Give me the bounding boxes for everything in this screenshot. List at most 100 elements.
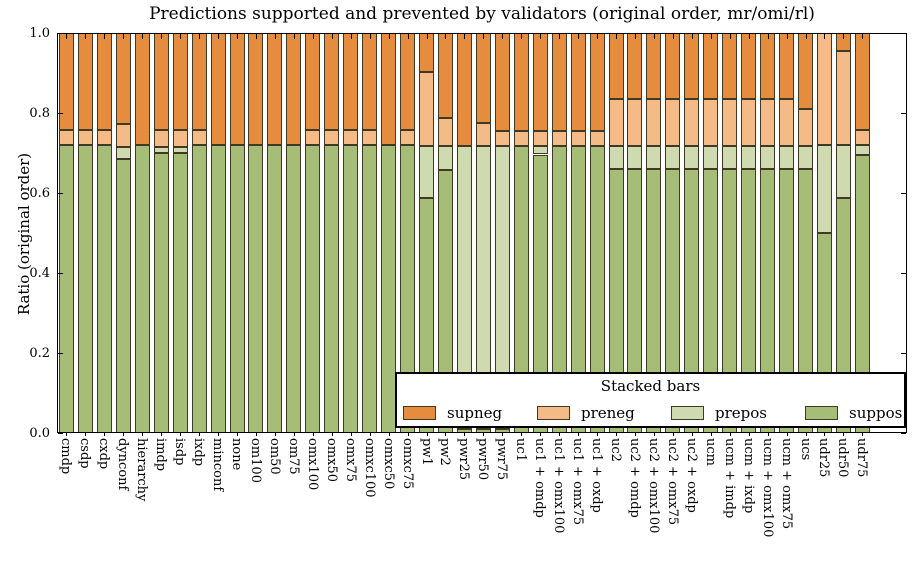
bar-segment-supneg xyxy=(400,33,415,130)
bar-segment-preneg xyxy=(855,129,870,145)
bar-segment-prepos xyxy=(722,146,737,170)
bar-segment-supneg xyxy=(514,33,529,131)
x-tick-top xyxy=(540,34,541,39)
x-tick-bottom xyxy=(218,433,219,436)
y-tick-left xyxy=(58,193,63,194)
x-tick-bottom xyxy=(521,433,522,436)
bar-segment-preneg xyxy=(665,99,680,146)
x-tick-top xyxy=(673,34,674,39)
bar-segment-suppos xyxy=(78,145,93,433)
bar-segment-supneg xyxy=(722,33,737,99)
bar-segment-supneg xyxy=(343,33,358,130)
x-tick-bottom xyxy=(843,433,844,436)
bar-segment-supneg xyxy=(665,33,680,99)
bar-segment-preneg xyxy=(154,129,169,147)
bar-segment-prepos xyxy=(438,146,453,171)
bar-segment-prepos xyxy=(779,146,794,170)
bar-segment-preneg xyxy=(590,131,605,147)
bar-segment-supneg xyxy=(211,33,226,145)
bar-segment-preneg xyxy=(116,123,131,147)
y-tick-left xyxy=(58,33,63,34)
x-tick-top xyxy=(351,34,352,39)
bar-segment-preneg xyxy=(305,129,320,145)
x-tick-bottom xyxy=(313,433,314,436)
bar-segment-supneg xyxy=(97,33,112,130)
bar-segment-supneg xyxy=(192,33,207,130)
y-tick-left xyxy=(58,273,63,274)
y-tick-right xyxy=(901,353,906,354)
legend-swatch-preneg-icon xyxy=(537,406,570,420)
x-tick-top xyxy=(256,34,257,39)
bar-segment-prepos xyxy=(173,146,188,153)
x-tick-bottom xyxy=(597,433,598,436)
x-tick-bottom xyxy=(104,433,105,436)
x-tick-top xyxy=(237,34,238,39)
x-tick-bottom xyxy=(370,433,371,436)
bar-segment-prepos xyxy=(476,146,491,430)
x-tick-top xyxy=(749,34,750,39)
bar-segment-suppos xyxy=(381,145,396,433)
bar-segment-supneg xyxy=(552,33,567,131)
bar-segment-preneg xyxy=(324,129,339,145)
bar-segment-suppos xyxy=(97,145,112,433)
x-tick-bottom xyxy=(294,433,295,436)
x-tick-bottom xyxy=(464,433,465,436)
bar-segment-supneg xyxy=(286,33,301,145)
x-tick-bottom xyxy=(862,433,863,436)
y-tick-label: 0.0 xyxy=(29,426,50,441)
x-tick-top xyxy=(427,34,428,39)
bar-segment-preneg xyxy=(627,99,642,146)
bar-segment-prepos xyxy=(646,146,661,170)
bar-segment-prepos xyxy=(703,146,718,170)
x-tick-top xyxy=(502,34,503,39)
bar-segment-prepos xyxy=(495,146,510,430)
legend-entry-prepos: prepos xyxy=(671,404,791,422)
y-tick-label: 0.4 xyxy=(29,266,50,281)
x-tick-bottom xyxy=(692,433,693,436)
bar-segment-prepos xyxy=(665,146,680,170)
x-tick-bottom xyxy=(332,433,333,436)
y-tick-left xyxy=(58,433,63,434)
bar-segment-supneg xyxy=(533,33,548,131)
bar-segment-prepos xyxy=(741,146,756,170)
x-tick-top xyxy=(843,34,844,39)
x-tick-top xyxy=(408,34,409,39)
x-tick-bottom xyxy=(768,433,769,436)
bar-segment-supneg xyxy=(324,33,339,130)
x-tick-bottom xyxy=(199,433,200,436)
bar-segment-preneg xyxy=(836,51,851,146)
x-tick-bottom xyxy=(256,433,257,436)
x-tick-top xyxy=(730,34,731,39)
bar-segment-supneg xyxy=(684,33,699,99)
bar-segment-suppos xyxy=(305,145,320,433)
x-tick-top xyxy=(370,34,371,39)
x-tick-top xyxy=(768,34,769,39)
bar-segment-prepos xyxy=(798,146,813,170)
bar-segment-suppos xyxy=(230,145,245,433)
bar-segment-prepos xyxy=(533,146,548,155)
x-tick-top xyxy=(66,34,67,39)
bar-segment-suppos xyxy=(267,145,282,433)
y-tick-right xyxy=(901,33,906,34)
bar-segment-preneg xyxy=(78,129,93,145)
x-tick-top xyxy=(692,34,693,39)
x-tick-bottom xyxy=(389,433,390,436)
x-tick-top xyxy=(275,34,276,39)
bar-segment-preneg xyxy=(400,129,415,145)
x-tick-top xyxy=(521,34,522,39)
bar-segment-prepos xyxy=(684,146,699,170)
bar-segment-suppos xyxy=(324,145,339,433)
x-tick-bottom xyxy=(237,433,238,436)
bar-segment-prepos xyxy=(116,146,131,159)
bar-segment-supneg xyxy=(59,33,74,130)
x-tick-bottom xyxy=(483,433,484,436)
x-tick-bottom xyxy=(654,433,655,436)
bar-segment-suppos xyxy=(116,159,131,433)
x-tick-top xyxy=(654,34,655,39)
x-tick-top xyxy=(313,34,314,39)
x-tick-bottom xyxy=(616,433,617,436)
bar-segment-preneg xyxy=(798,109,813,146)
x-tick-bottom xyxy=(635,433,636,436)
x-tick-top xyxy=(862,34,863,39)
y-axis-label: Ratio (original order) xyxy=(15,152,33,316)
